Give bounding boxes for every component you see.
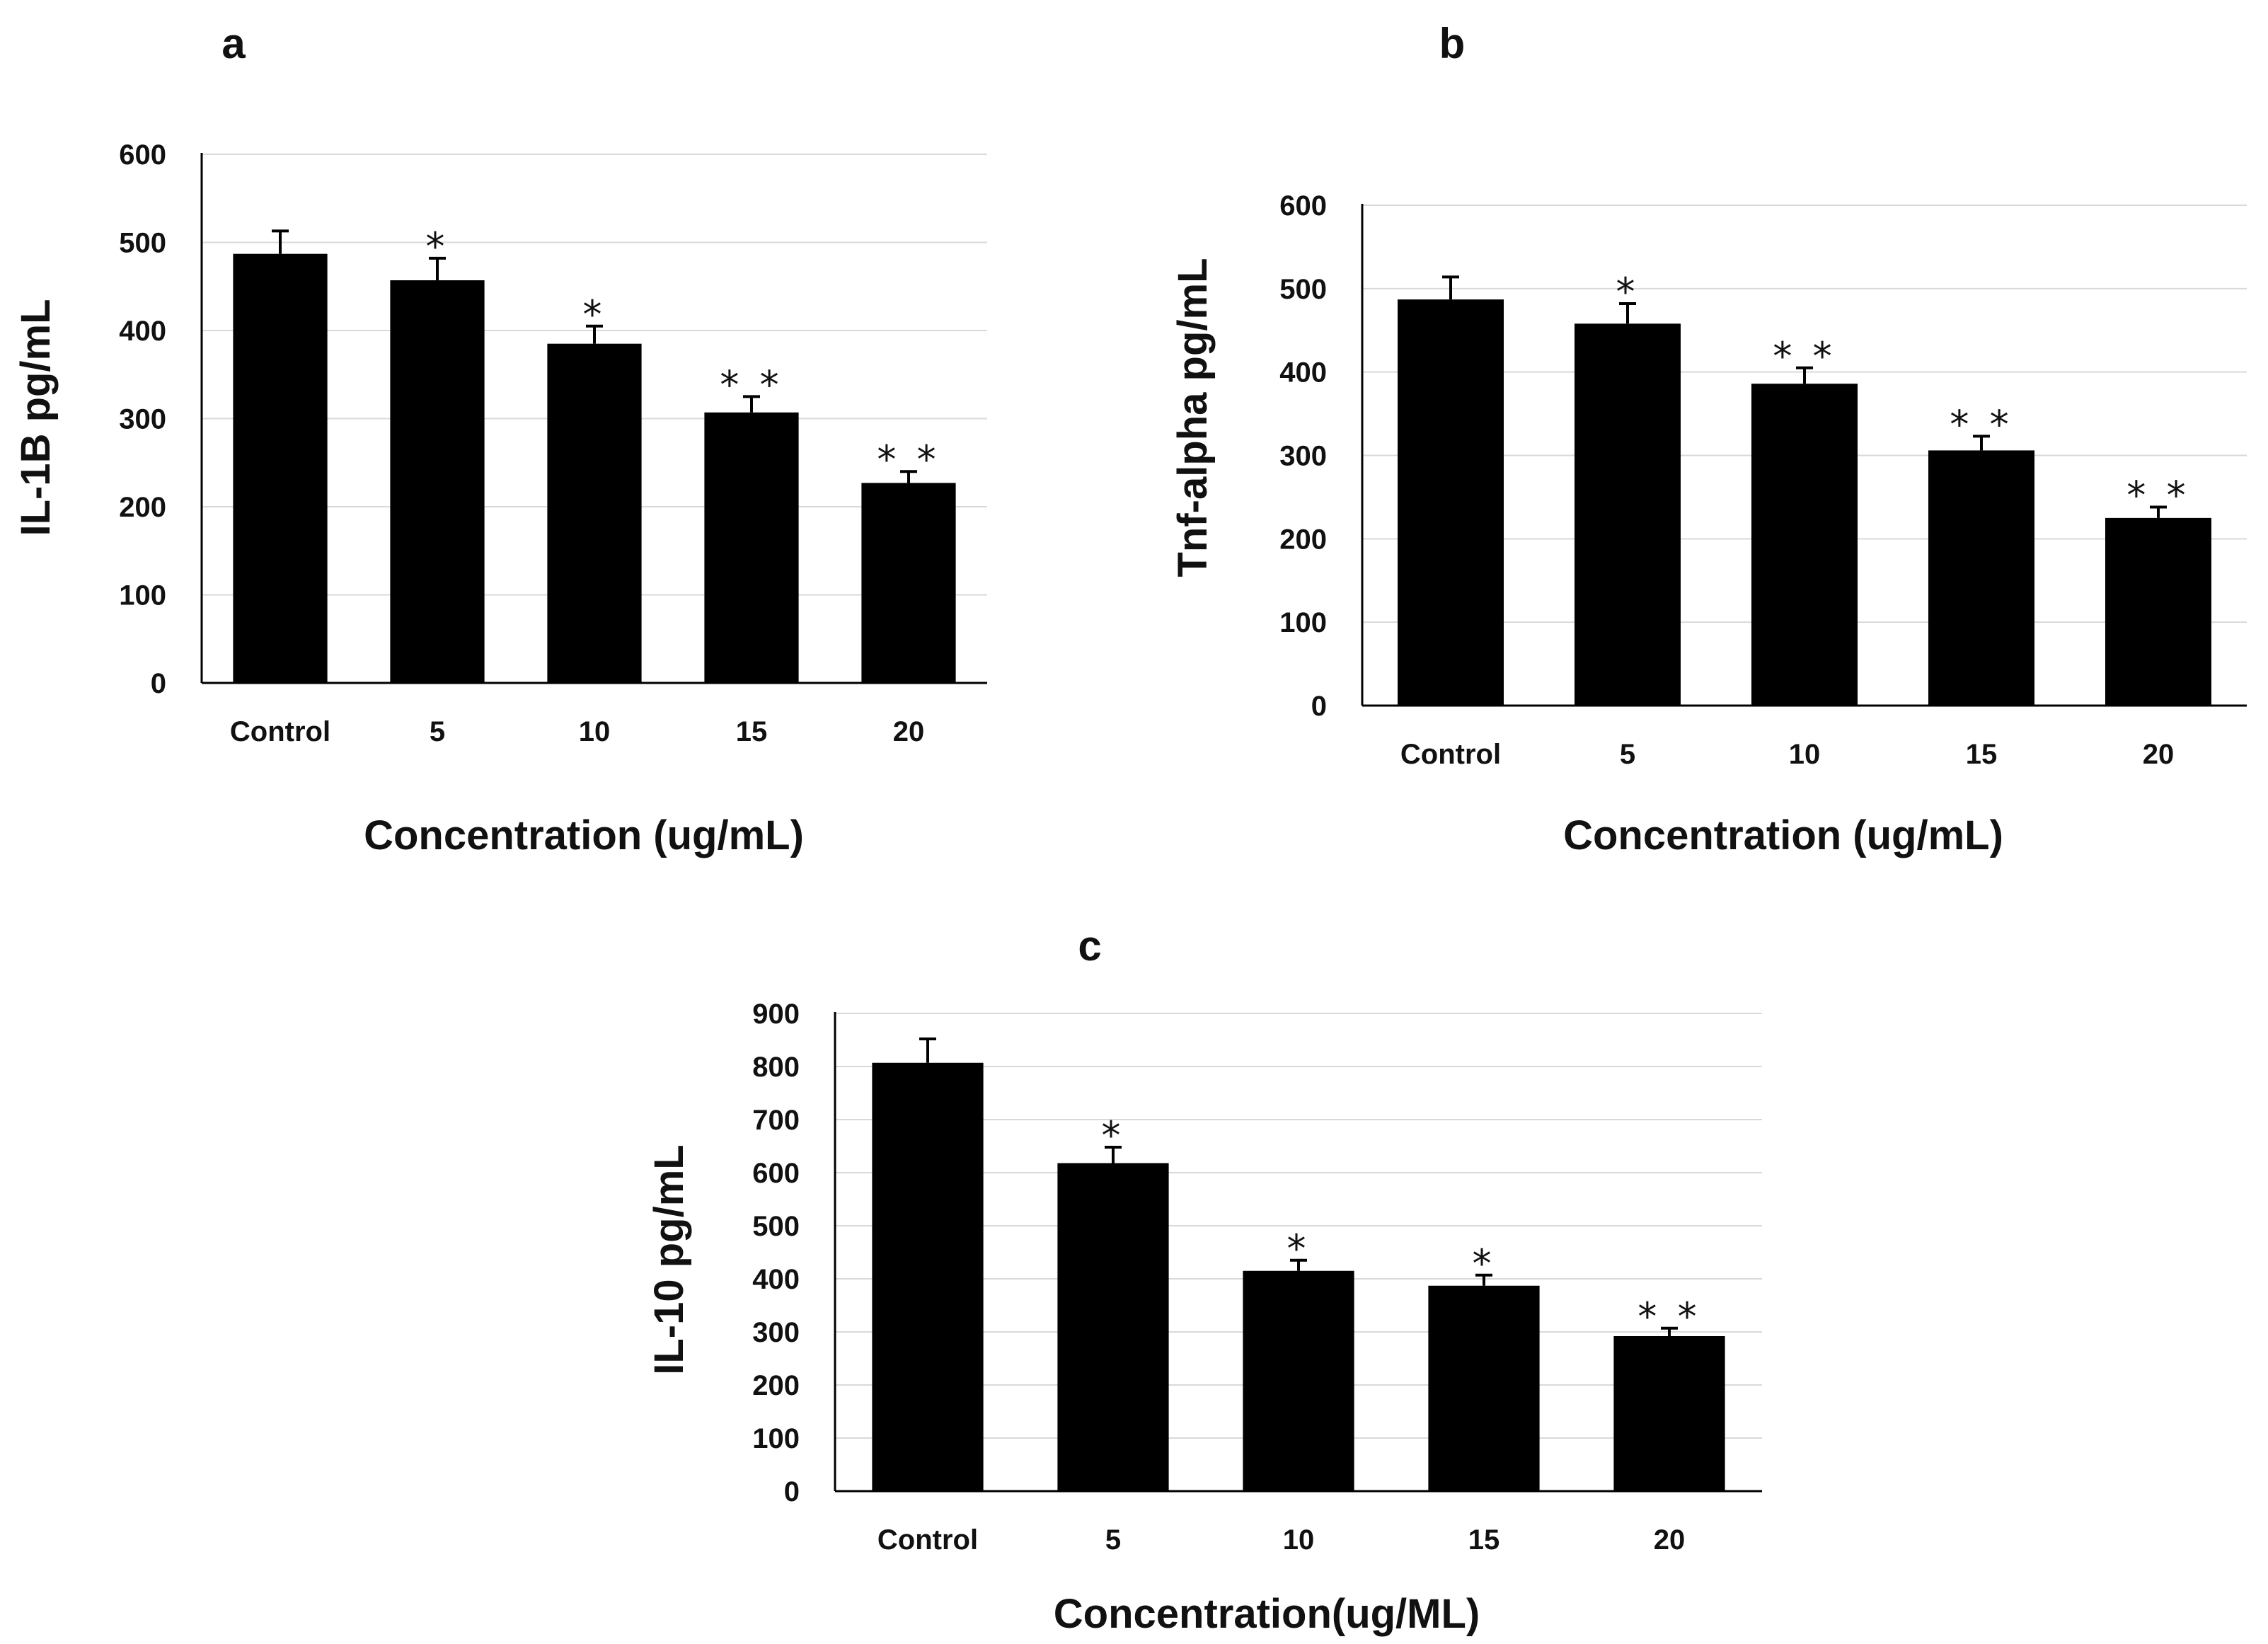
chart-panel-c: c 0 100 200 300 400 500 600 700 800 900 Control * 5 * 1… — [646, 922, 1762, 1637]
y-tick-label: 600 — [1279, 190, 1327, 222]
x-tick-label: Control — [1400, 739, 1501, 770]
bar-a-1 — [390, 280, 485, 683]
bar-c-1 — [1057, 1163, 1169, 1491]
y-tick-label: 600 — [752, 1158, 800, 1189]
bar-a-4 — [861, 483, 956, 683]
y-tick-label: 100 — [752, 1423, 800, 1454]
x-tick-label: 20 — [2143, 739, 2175, 770]
y-tick-label: 400 — [752, 1264, 800, 1295]
x-tick-label: 15 — [1966, 739, 1998, 770]
y-tick-label: 300 — [119, 404, 166, 435]
y-tick-label: 200 — [752, 1370, 800, 1401]
y-axis-label: Tnf-alpha pg/mL — [1170, 258, 1216, 577]
panel-label-a: a — [221, 20, 246, 67]
significance-marker: * * — [720, 362, 783, 407]
x-tick-label: 5 — [1105, 1524, 1121, 1556]
significance-marker: * * — [2126, 473, 2189, 518]
y-tick-label: 500 — [1279, 274, 1327, 305]
y-tick-label: 300 — [1279, 441, 1327, 472]
y-tick-label: 500 — [752, 1211, 800, 1242]
bar-a-2 — [547, 343, 642, 683]
x-tick-label: Control — [877, 1524, 978, 1556]
bar-b-2 — [1751, 384, 1858, 706]
bar-c-4 — [1613, 1336, 1725, 1491]
bar-a-0 — [233, 253, 328, 683]
y-tick-label: 400 — [119, 316, 166, 347]
x-tick-label: Control — [230, 716, 330, 747]
y-tick-label: 0 — [784, 1476, 800, 1507]
x-tick-label: 5 — [430, 716, 445, 747]
bar-b-4 — [2105, 517, 2211, 706]
x-axis-label: Concentration (ug/mL) — [1563, 812, 2003, 858]
x-tick-label: 5 — [1620, 739, 1635, 770]
panel-label-b: b — [1439, 20, 1466, 67]
x-tick-label: 10 — [1789, 739, 1821, 770]
y-tick-label: 0 — [151, 668, 166, 699]
y-tick-label: 800 — [752, 1052, 800, 1083]
y-tick-label: 200 — [119, 492, 166, 523]
significance-marker: * * — [1637, 1294, 1700, 1339]
significance-marker: * — [1287, 1226, 1311, 1271]
bar-b-3 — [1928, 450, 2034, 706]
x-tick-label: 10 — [1283, 1524, 1315, 1556]
y-tick-label: 600 — [119, 139, 166, 171]
significance-marker: * — [1473, 1241, 1496, 1286]
y-tick-label: 900 — [752, 999, 800, 1030]
x-axis-label: Concentration (ug/mL) — [364, 812, 804, 858]
significance-marker: * * — [877, 437, 940, 482]
y-tick-label: 300 — [752, 1317, 800, 1348]
x-tick-label: 15 — [1468, 1524, 1500, 1556]
bar-c-2 — [1243, 1270, 1354, 1491]
x-tick-label: 15 — [736, 716, 768, 747]
bar-b-0 — [1398, 299, 1504, 706]
y-tick-label: 400 — [1279, 357, 1327, 389]
significance-marker: * — [1616, 270, 1640, 314]
panel-label-c: c — [1078, 922, 1101, 970]
significance-marker: * — [426, 224, 449, 269]
significance-marker: * * — [1950, 402, 2013, 447]
y-tick-label: 100 — [1279, 607, 1327, 638]
y-tick-label: 500 — [119, 228, 166, 259]
chart-panel-b: b 0 100 200 300 400 500 600 Control * 5 * * 10 * * 15 *… — [1170, 20, 2247, 858]
x-tick-label: 20 — [1654, 1524, 1686, 1556]
y-axis-label: IL-1B pg/mL — [13, 299, 59, 536]
x-tick-label: 10 — [579, 716, 611, 747]
significance-marker: * — [583, 292, 606, 337]
x-tick-label: 20 — [893, 716, 925, 747]
bar-c-3 — [1428, 1285, 1540, 1491]
bar-b-1 — [1575, 323, 1681, 706]
y-tick-label: 200 — [1279, 524, 1327, 555]
chart-panel-a: a 0 100 200 300 400 500 600 Control * 5 * 10 * * 15 * *… — [13, 20, 987, 858]
significance-marker: * * — [1773, 334, 1836, 379]
y-tick-label: 100 — [119, 580, 166, 611]
y-tick-label: 0 — [1311, 691, 1327, 722]
y-tick-label: 700 — [752, 1105, 800, 1136]
y-axis-label: IL-10 pg/mL — [646, 1144, 692, 1374]
significance-marker: * — [1102, 1113, 1125, 1158]
x-axis-label: Concentration(ug/ML) — [1054, 1591, 1480, 1637]
bar-c-0 — [872, 1062, 984, 1491]
bar-a-3 — [704, 412, 799, 683]
